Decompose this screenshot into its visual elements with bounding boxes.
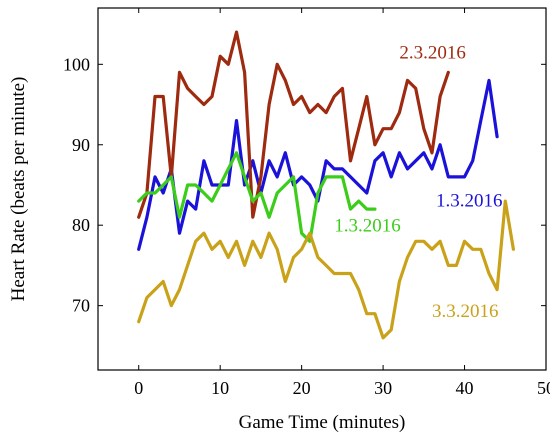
x-axis-label: Game Time (minutes) <box>239 412 406 433</box>
series-lines <box>137 30 516 340</box>
series-label-1: 2.3.2016 <box>399 43 466 64</box>
x-tick-label: 10 <box>211 378 229 398</box>
y-tick-label: 90 <box>72 135 90 155</box>
axis-ticks <box>98 8 547 370</box>
series-line-3 <box>137 199 516 340</box>
series-line-1 <box>137 30 450 219</box>
x-tick-label: 20 <box>293 378 311 398</box>
y-axis-label: Heart Rate (beats per minute) <box>8 77 29 302</box>
tick-labels: 0 10 20 30 40 50 70 80 90 100 <box>63 54 550 398</box>
series-label-0: 1.3.2016 <box>436 191 503 212</box>
y-tick-label: 70 <box>72 296 90 316</box>
series-label-3: 3.3.2016 <box>432 301 499 322</box>
x-tick-label: 50 <box>537 378 550 398</box>
series-labels: 1.3.2016 2.3.2016 1.3.2016 3.3.2016 <box>334 43 502 322</box>
series-label-2: 1.3.2016 <box>334 216 401 237</box>
x-tick-label: 0 <box>134 378 143 398</box>
y-tick-label: 80 <box>72 215 90 235</box>
y-tick-label: 100 <box>63 54 90 74</box>
x-tick-label: 40 <box>456 378 474 398</box>
x-tick-label: 30 <box>374 378 392 398</box>
series-line-2 <box>137 151 377 243</box>
plot-frame <box>97 7 547 371</box>
